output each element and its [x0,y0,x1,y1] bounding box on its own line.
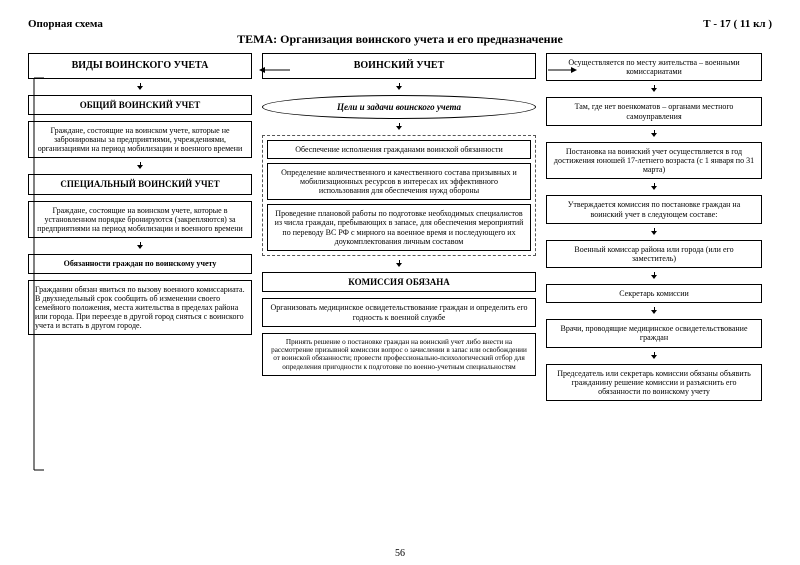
duties-title: Обязанности граждан по воинскому учету [28,254,252,273]
header-left: Опорная схема [28,18,103,30]
special-body: Граждане, состоящие на воинском учете, к… [28,201,252,239]
page-number: 56 [0,548,800,559]
col-right: Осуществляется по месту жительства – вое… [546,53,762,401]
goals-title: Цели и задачи воинского учета [262,95,536,119]
r3: Постановка на воинский учет осуществляет… [546,142,762,180]
arrow-icon [546,272,762,280]
special-title: СПЕЦИАЛЬНЫЙ ВОИНСКИЙ УЧЕТ [28,174,252,194]
main-title: ВОИНСКИЙ УЧЕТ [262,53,536,79]
r6: Секретарь комиссии [546,284,762,303]
arrow-icon [546,228,762,236]
r2: Там, где нет военкоматов – органами мест… [546,97,762,125]
arrow-icon [262,260,536,268]
r8: Председатель или секретарь комиссии обяз… [546,364,762,402]
arrow-icon [546,307,762,315]
goal-2: Определение количественного и качественн… [267,163,531,201]
arrow-icon [546,352,762,360]
arrow-icon [546,85,762,93]
commission-title: КОМИССИЯ ОБЯЗАНА [262,272,536,292]
commission-1: Организовать медицинское освидетельствов… [262,298,536,326]
col-left: ВИДЫ ВОИНСКОГО УЧЕТА ОБЩИЙ ВОИНСКИЙ УЧЕТ… [28,53,252,401]
columns: ВИДЫ ВОИНСКОГО УЧЕТА ОБЩИЙ ВОИНСКИЙ УЧЕТ… [28,53,772,401]
commission-2: Принять решение о постановке граждан на … [262,333,536,376]
arrow-icon [546,130,762,138]
general-title: ОБЩИЙ ВОИНСКИЙ УЧЕТ [28,95,252,115]
r4: Утверждается комиссия по постановке граж… [546,195,762,223]
goal-1: Обеспечение исполнения гражданами воинск… [267,140,531,159]
arrow-icon [28,83,252,91]
arrow-icon [262,83,536,91]
r5: Военный комиссар района или города (или … [546,240,762,268]
arrow-icon [546,183,762,191]
header-row: Опорная схема Т - 17 ( 11 кл ) [28,18,772,30]
goals-group: Обеспечение исполнения гражданами воинск… [262,135,536,257]
col-mid: ВОИНСКИЙ УЧЕТ Цели и задачи воинского уч… [262,53,536,401]
arrow-icon [28,162,252,170]
r7: Врачи, проводящие медицинское освидетель… [546,319,762,347]
arrow-icon [262,123,536,131]
page: Опорная схема Т - 17 ( 11 кл ) ТЕМА: Орг… [0,0,800,565]
goal-3: Проведение плановой работы по подготовке… [267,204,531,251]
header-right: Т - 17 ( 11 кл ) [703,18,772,30]
r1: Осуществляется по месту жительства – вое… [546,53,762,81]
left-heading: ВИДЫ ВОИНСКОГО УЧЕТА [28,53,252,79]
page-title: ТЕМА: Организация воинского учета и его … [28,32,772,47]
arrow-icon [28,242,252,250]
general-body: Граждане, состоящие на воинском учете, к… [28,121,252,159]
duties-body: Гражданин обязан явиться по вызову военн… [28,280,252,336]
